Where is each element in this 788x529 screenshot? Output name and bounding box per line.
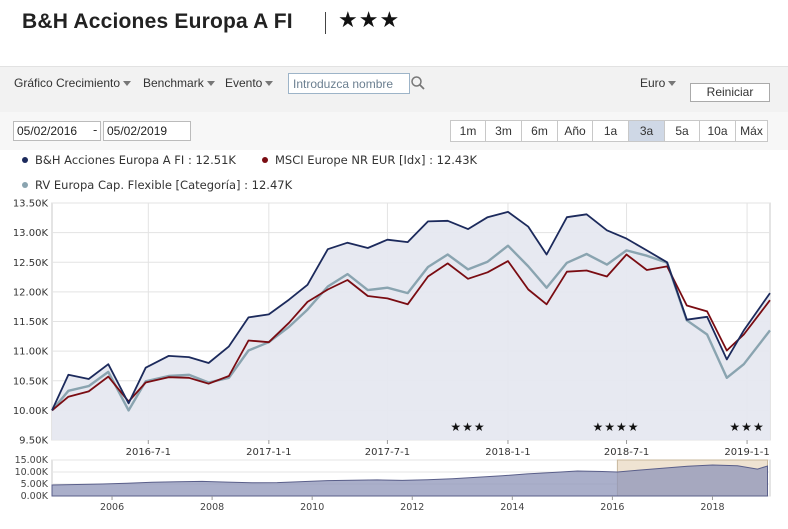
navigator-x-tick-label: 2012 bbox=[400, 502, 424, 513]
rating-marker: ★★★ bbox=[450, 420, 485, 434]
y-tick-label: 13.50K bbox=[13, 199, 49, 210]
category-line[interactable] bbox=[51, 244, 771, 412]
growth-chart-menu[interactable]: Gráfico Crecimiento bbox=[14, 76, 132, 90]
legend-category-marker bbox=[22, 181, 28, 188]
navigator-x-tick-label: 2016 bbox=[600, 502, 624, 513]
x-tick-label: 2018-1-1 bbox=[485, 447, 530, 457]
y-tick-label: 12.50K bbox=[13, 258, 49, 269]
event-menu-label: Evento bbox=[225, 76, 263, 90]
chevron-down-icon bbox=[206, 81, 215, 87]
legend-fund-marker bbox=[22, 156, 28, 163]
y-tick-label: 11.00K bbox=[13, 347, 49, 358]
x-tick-label: 2017-1-1 bbox=[246, 447, 291, 457]
period-button-5[interactable]: 3a bbox=[629, 121, 665, 141]
period-button-1[interactable]: 3m bbox=[486, 121, 522, 141]
navigator-x-tick-label: 2010 bbox=[300, 502, 324, 513]
legend-index-label: MSCI Europe NR EUR [Idx] : 12.43K bbox=[275, 153, 478, 167]
benchmark-menu[interactable]: Benchmark bbox=[143, 76, 215, 90]
period-button-2[interactable]: 6m bbox=[522, 121, 558, 141]
x-tick-label: 2019-1-1 bbox=[724, 447, 769, 457]
navigator-y-tick-label: 0.00K bbox=[21, 491, 49, 502]
y-tick-label: 11.50K bbox=[13, 317, 49, 328]
rating-stars: ★★★ bbox=[338, 8, 401, 33]
period-button-6[interactable]: 5a bbox=[665, 121, 700, 141]
page-title: B&H Acciones Europa A FI bbox=[22, 10, 293, 33]
currency-menu[interactable]: Euro bbox=[640, 76, 677, 90]
x-tick-label: 2016-7-1 bbox=[126, 447, 171, 457]
y-tick-label: 10.50K bbox=[13, 376, 49, 387]
benchmark-menu-label: Benchmark bbox=[143, 76, 204, 90]
legend-fund-label: B&H Acciones Europa A FI : 12.51K bbox=[35, 153, 236, 167]
y-tick-label: 12.00K bbox=[13, 287, 49, 298]
period-button-8[interactable]: Máx bbox=[740, 124, 763, 138]
legend-category-label: RV Europa Cap. Flexible [Categoría] : 12… bbox=[35, 178, 293, 192]
fund-area bbox=[52, 211, 770, 440]
navigator-x-tick-label: 2014 bbox=[500, 502, 524, 513]
period-button-0[interactable]: 1m bbox=[451, 121, 486, 141]
chevron-down-icon bbox=[265, 81, 274, 87]
rating-marker: ★★★ bbox=[729, 420, 764, 434]
navigator-area bbox=[51, 464, 768, 497]
y-tick-label: 9.50K bbox=[19, 436, 48, 447]
reset-button[interactable]: Reiniciar bbox=[690, 83, 770, 102]
navigator-x-tick-label: 2008 bbox=[200, 502, 224, 513]
search-icon[interactable] bbox=[410, 75, 426, 91]
growth-chart-menu-label: Gráfico Crecimiento bbox=[14, 76, 121, 90]
legend-fund[interactable]: B&H Acciones Europa A FI : 12.51K bbox=[22, 153, 236, 167]
start-date-input[interactable]: 05/02/2016 bbox=[13, 121, 101, 141]
legend-index[interactable]: MSCI Europe NR EUR [Idx] : 12.43K bbox=[262, 153, 477, 167]
chevron-down-icon bbox=[668, 81, 677, 87]
navigator-y-tick-label: 5.00K bbox=[21, 479, 49, 490]
period-button-7[interactable]: 10a bbox=[700, 121, 736, 141]
navigator-y-tick-label: 10.00K bbox=[15, 467, 49, 478]
search-input[interactable] bbox=[288, 73, 410, 94]
currency-menu-label: Euro bbox=[640, 76, 666, 90]
period-button-4[interactable]: 1a bbox=[593, 121, 629, 141]
x-tick-label: 2018-7-1 bbox=[604, 447, 649, 457]
navigator-x-tick-label: 2018 bbox=[700, 502, 724, 513]
period-selector: 1m 3m 6m Año 1a 3a 5a 10a Máx bbox=[450, 120, 768, 142]
legend-category[interactable]: RV Europa Cap. Flexible [Categoría] : 12… bbox=[22, 178, 292, 192]
title-separator bbox=[325, 12, 326, 34]
chevron-down-icon bbox=[123, 81, 132, 87]
event-menu[interactable]: Evento bbox=[225, 76, 274, 90]
index-line[interactable] bbox=[51, 253, 771, 412]
date-separator: - bbox=[93, 123, 98, 137]
legend-index-marker bbox=[262, 156, 268, 163]
growth-chart[interactable]: 9.50K 10.00K 10.50K 11.00K 11.50K 12.00K 12.50… bbox=[0, 195, 788, 457]
end-date-input[interactable]: 05/02/2019 bbox=[103, 121, 191, 141]
period-button-3[interactable]: Año bbox=[558, 121, 593, 141]
rating-marker: ★★★★ bbox=[593, 420, 640, 434]
fund-line[interactable] bbox=[51, 211, 771, 411]
y-tick-label: 13.00K bbox=[13, 228, 49, 239]
y-tick-label: 10.00K bbox=[13, 406, 49, 417]
navigator-x-tick-label: 2006 bbox=[100, 502, 124, 513]
navigator-y-tick-label: 15.00K bbox=[15, 455, 49, 466]
x-tick-label: 2017-7-1 bbox=[365, 447, 410, 457]
